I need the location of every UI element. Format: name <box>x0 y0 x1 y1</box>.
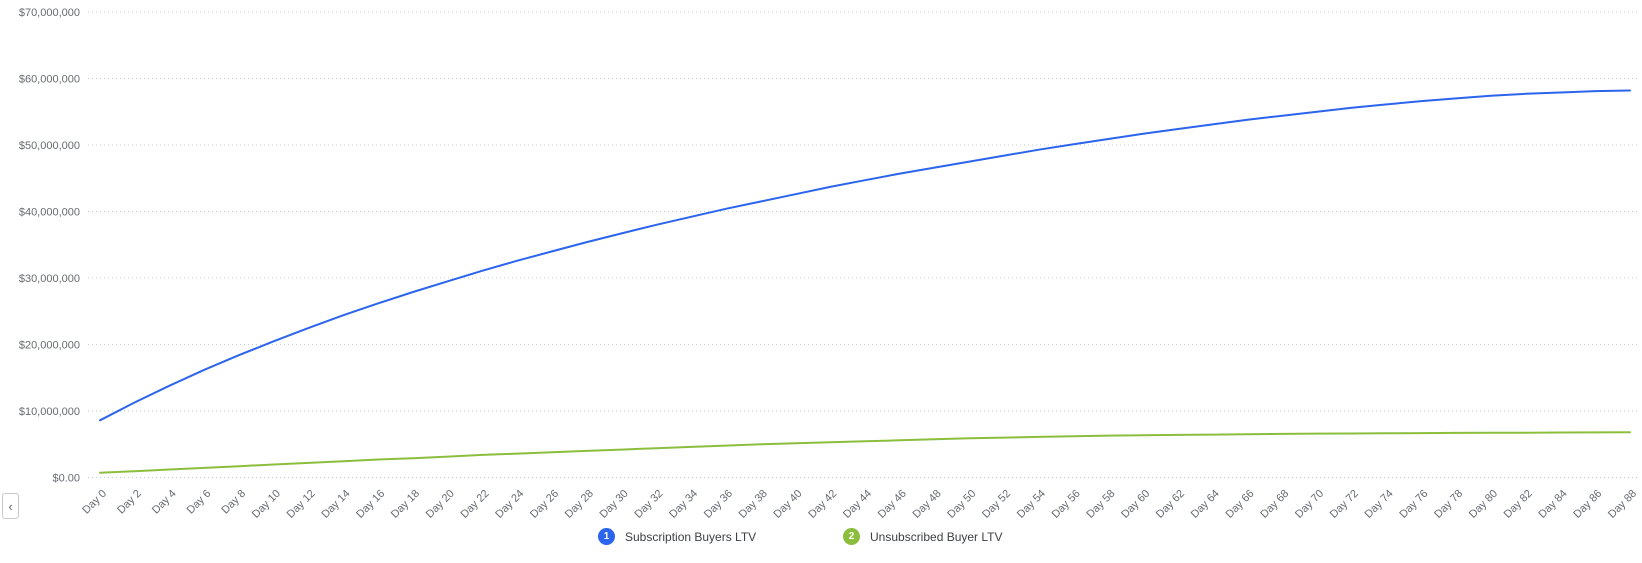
x-axis-tick-label: Day 86 <box>1571 488 1604 521</box>
x-axis-tick-label: Day 10 <box>250 488 283 521</box>
x-axis-tick-label: Day 0 <box>80 488 109 517</box>
x-axis-tick-label: Day 72 <box>1328 488 1361 521</box>
y-axis-tick-label: $0.00 <box>52 473 80 485</box>
x-axis-tick-label: Day 74 <box>1363 488 1396 521</box>
x-axis-tick-label: Day 80 <box>1467 488 1500 521</box>
x-axis-tick-label: Day 48 <box>911 488 944 521</box>
x-axis-tick-label: Day 82 <box>1502 488 1535 521</box>
x-axis-tick-label: Day 78 <box>1432 488 1465 521</box>
x-axis-tick-label: Day 88 <box>1606 488 1639 521</box>
x-axis-tick-label: Day 66 <box>1223 488 1256 521</box>
x-axis-tick-label: Day 52 <box>980 488 1013 521</box>
scroll-left-button[interactable]: ‹ <box>2 493 19 519</box>
y-axis-tick-label: $50,000,000 <box>19 140 80 152</box>
x-axis-tick-label: Day 14 <box>319 488 352 521</box>
series-line-2[interactable] <box>99 431 1631 474</box>
x-axis-tick-label: Day 76 <box>1397 488 1430 521</box>
x-axis-tick-label: Day 26 <box>528 488 561 521</box>
x-axis-tick-label: Day 8 <box>219 488 248 517</box>
y-axis-tick-label: $30,000,000 <box>19 273 80 285</box>
x-axis-tick-label: Day 42 <box>806 488 839 521</box>
x-axis-tick-label: Day 44 <box>841 488 874 521</box>
x-axis-tick-label: Day 64 <box>1189 488 1222 521</box>
x-axis-tick-label: Day 60 <box>1119 488 1152 521</box>
x-axis-tick-label: Day 70 <box>1293 488 1326 521</box>
x-axis-tick-label: Day 32 <box>632 488 665 521</box>
x-axis-tick-label: Day 30 <box>598 488 631 521</box>
legend-item-subscription-buyers-ltv[interactable]: 1 Subscription Buyers LTV <box>598 528 756 545</box>
x-axis-tick-label: Day 4 <box>150 488 179 517</box>
x-axis-tick-label: Day 34 <box>667 488 700 521</box>
x-axis-tick-label: Day 20 <box>424 488 457 521</box>
legend-series-1-badge: 1 <box>598 528 615 545</box>
y-axis-tick-label: $70,000,000 <box>19 7 80 19</box>
y-axis-tick-label: $10,000,000 <box>19 406 80 418</box>
x-axis-tick-label: Day 24 <box>493 488 526 521</box>
x-axis-tick-label: Day 54 <box>1015 488 1048 521</box>
chevron-left-icon: ‹ <box>8 498 13 514</box>
legend-series-2-badge: 2 <box>843 528 860 545</box>
legend-item-unsubscribed-buyer-ltv[interactable]: 2 Unsubscribed Buyer LTV <box>843 528 1003 545</box>
y-axis-tick-label: $40,000,000 <box>19 207 80 219</box>
x-axis-tick-label: Day 40 <box>771 488 804 521</box>
x-axis-tick-label: Day 46 <box>876 488 909 521</box>
x-axis-tick-label: Day 38 <box>737 488 770 521</box>
y-axis-tick-label: $20,000,000 <box>19 340 80 352</box>
x-axis-tick-label: Day 18 <box>389 488 422 521</box>
y-axis-tick-label: $60,000,000 <box>19 74 80 86</box>
x-axis-tick-label: Day 56 <box>1050 488 1083 521</box>
x-axis-tick-label: Day 2 <box>115 488 144 517</box>
x-axis-tick-label: Day 50 <box>945 488 978 521</box>
x-axis-tick-label: Day 58 <box>1084 488 1117 521</box>
legend-series-1-label: Subscription Buyers LTV <box>625 529 757 544</box>
legend-series-2-label: Unsubscribed Buyer LTV <box>870 529 1003 544</box>
x-axis-tick-label: Day 6 <box>185 488 214 517</box>
x-axis-tick-label: Day 22 <box>458 488 491 521</box>
x-axis-tick-label: Day 12 <box>285 488 318 521</box>
x-axis-tick-label: Day 28 <box>563 488 596 521</box>
x-axis-tick-label: Day 16 <box>354 488 387 521</box>
series-line-1[interactable] <box>99 89 1631 422</box>
x-axis-tick-label: Day 84 <box>1536 488 1569 521</box>
x-axis-tick-label: Day 62 <box>1154 488 1187 521</box>
x-axis-tick-label: Day 68 <box>1258 488 1291 521</box>
x-axis-tick-label: Day 36 <box>702 488 735 521</box>
